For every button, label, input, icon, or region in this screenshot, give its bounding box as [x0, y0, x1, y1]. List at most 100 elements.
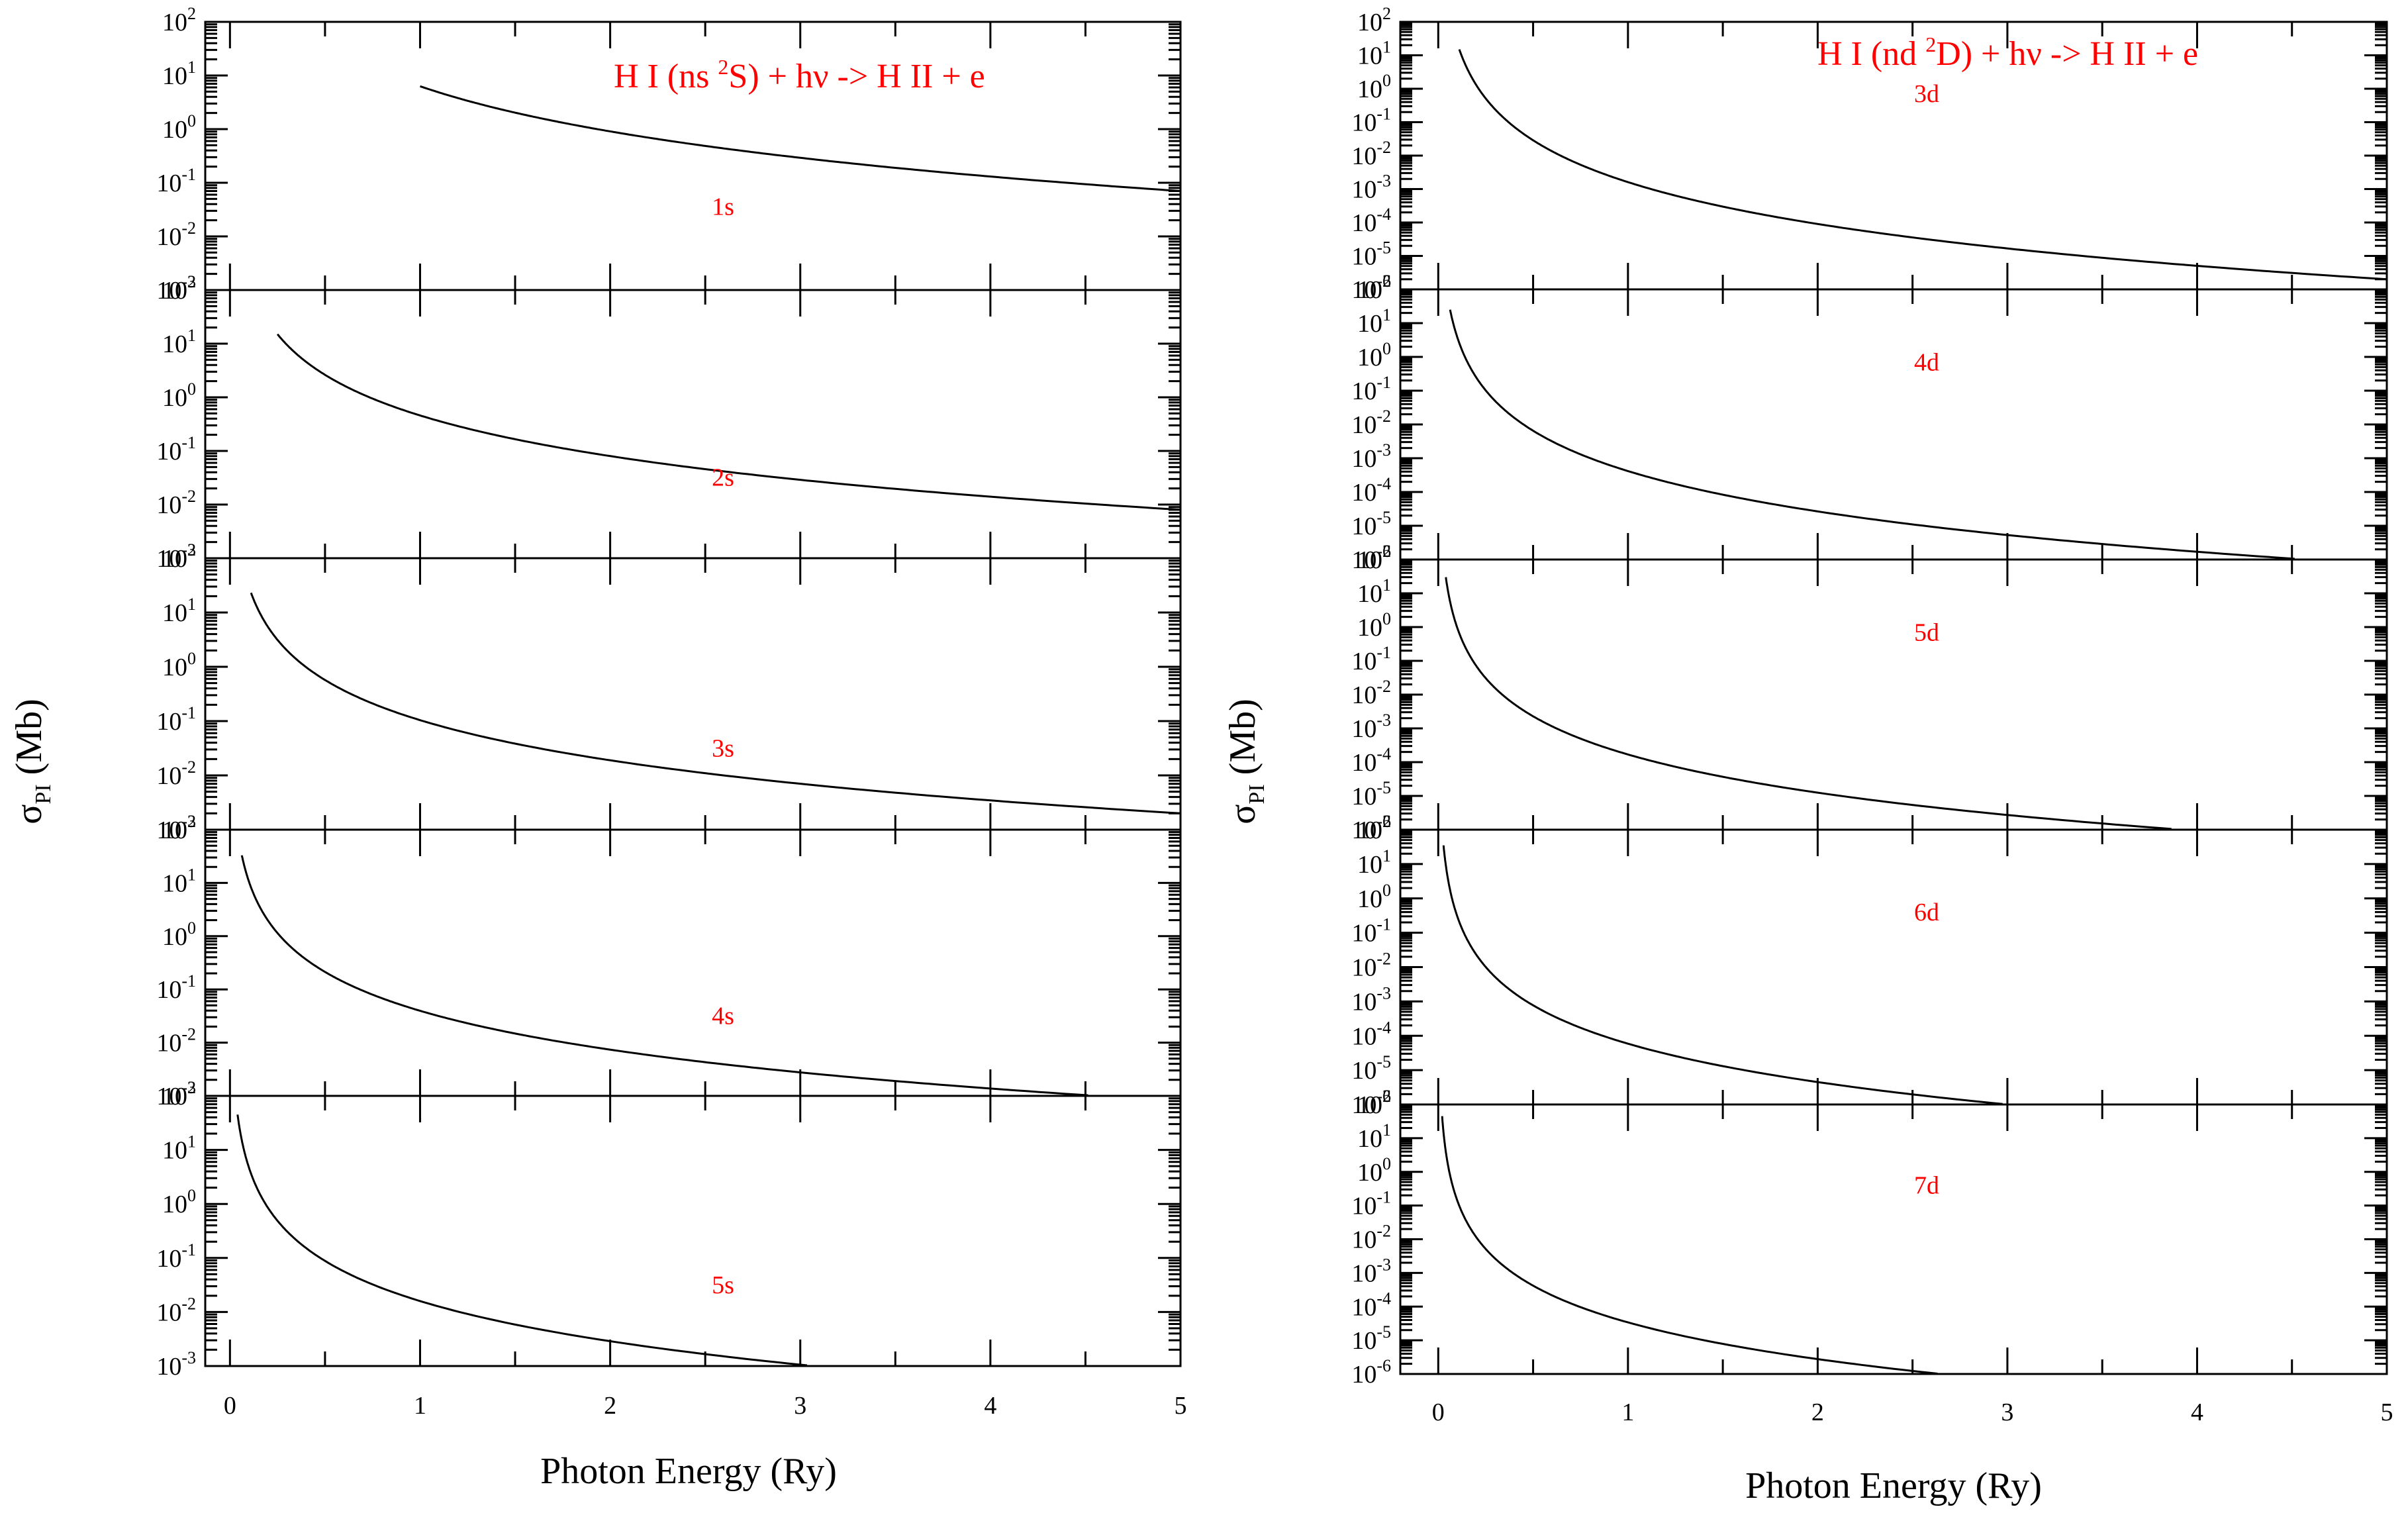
y-axis-title: σPI (Mb): [9, 699, 56, 824]
y-tick-label: 10-2: [1351, 1222, 1391, 1254]
panel-label-4d: 4d: [1914, 348, 1939, 376]
y-tick-label: 10-2: [156, 487, 196, 519]
chart-1: 10-310-210-11001011021s10-310-210-110010…: [9, 4, 1187, 1492]
y-tick-label: 10-1: [156, 433, 196, 465]
y-tick-label: 10-2: [156, 219, 196, 251]
y-tick-label: 10-3: [1351, 983, 1391, 1016]
y-tick-label: 102: [162, 272, 196, 305]
cross-section-curve-3d: [1458, 49, 2387, 281]
y-tick-label: 10-3: [1351, 710, 1391, 743]
y-tick-label: 102: [162, 812, 196, 844]
x-axis-title: Photon Energy (Ry): [1745, 1465, 2042, 1506]
y-tick-label: 101: [162, 326, 196, 358]
y-tick-label: 102: [162, 4, 196, 36]
y-tick-label: 10-3: [1351, 171, 1391, 204]
x-tick-label: 5: [2381, 1398, 2393, 1426]
cross-section-curve-5d: [1445, 577, 2172, 830]
panel-label-5s: 5s: [712, 1271, 734, 1299]
y-tick-label: 100: [162, 918, 196, 951]
panel-5s: 10-3 10-2 10-1 100 101 102 5s: [156, 1078, 1182, 1381]
y-tick-label: 10-5: [1351, 1052, 1391, 1085]
y-tick-label: 100: [162, 379, 196, 412]
y-tick-label: 10-3: [1351, 1255, 1391, 1287]
y-tick-label: 10-1: [156, 971, 196, 1004]
x-tick-label: 4: [984, 1392, 996, 1420]
y-tick-label: 102: [1357, 271, 1391, 304]
y-tick-label: 10-1: [1351, 643, 1391, 675]
y-axis-title: σPI (Mb): [1222, 699, 1269, 824]
y-tick-label: 102: [1357, 812, 1391, 844]
y-tick-label: 10-5: [1351, 778, 1391, 810]
panel-label-3d: 3d: [1914, 80, 1939, 108]
y-tick-label: 10-1: [1351, 1188, 1391, 1220]
cross-section-curve-4s: [240, 855, 1088, 1097]
y-tick-label: 101: [1357, 575, 1391, 608]
y-tick-label: 10-2: [1351, 677, 1391, 709]
y-tick-label: 10-1: [156, 703, 196, 736]
y-tick-label: 10-4: [1351, 474, 1391, 507]
y-tick-label: 10-3: [156, 1078, 196, 1110]
y-tick-label: 10-5: [1351, 1322, 1391, 1355]
x-tick-label: 1: [414, 1392, 426, 1420]
y-tick-label: 100: [1357, 609, 1391, 642]
y-tick-label: 102: [162, 1078, 196, 1110]
y-tick-label: 10-2: [156, 1025, 196, 1057]
y-tick-label: 101: [162, 595, 196, 627]
y-tick-label: 10-1: [1351, 105, 1391, 137]
y-tick-label: 10-2: [1351, 950, 1391, 982]
y-tick-label: 100: [162, 111, 196, 144]
y-tick-label: 10-1: [156, 1240, 196, 1273]
y-tick-label: 100: [1357, 71, 1391, 103]
y-tick-label: 100: [162, 1186, 196, 1218]
plot-frame: [1399, 21, 2388, 1375]
y-tick-label: 10-3: [156, 540, 196, 573]
y-tick-label: 101: [1357, 38, 1391, 70]
y-tick-label: 10-1: [156, 165, 196, 197]
cross-section-curve-3s: [250, 592, 1181, 814]
y-tick-label: 10-5: [1351, 508, 1391, 540]
panel-label-7d: 7d: [1914, 1171, 1939, 1199]
y-tick-label: 101: [162, 1132, 196, 1165]
y-tick-label: 100: [1357, 1154, 1391, 1187]
y-tick-label: 10-1: [1351, 373, 1391, 405]
panel-label-1s: 1s: [712, 193, 734, 221]
y-tick-label: 10-3: [1351, 440, 1391, 473]
y-tick-label: 100: [162, 649, 196, 681]
panel-4s: 10-3 10-2 10-1 100 101 102 4s: [156, 812, 1182, 1110]
y-tick-label: 101: [1357, 305, 1391, 338]
y-tick-label: 10-4: [1351, 744, 1391, 777]
y-tick-label: 100: [1357, 881, 1391, 913]
y-tick-label: 101: [162, 58, 196, 90]
panel-label-4s: 4s: [712, 1002, 734, 1030]
panel-label-2s: 2s: [712, 464, 734, 492]
y-tick-label: 10-6: [1351, 271, 1391, 304]
y-tick-label: 101: [1357, 846, 1391, 879]
chart-title: H I (ns 2S) + hν -> H II + e: [614, 55, 985, 95]
y-tick-label: 10-4: [1351, 1018, 1391, 1050]
chart-2: 10-610-510-410-310-210-11001011023d10-61…: [1222, 4, 2393, 1506]
y-tick-label: 10-1: [1351, 915, 1391, 948]
y-tick-label: 102: [162, 540, 196, 573]
chart-title: H I (nd 2D) + hν -> H II + e: [1817, 32, 2198, 73]
panel-label-3s: 3s: [712, 734, 734, 762]
x-axis-title: Photon Energy (Ry): [540, 1451, 837, 1492]
panel-label-5d: 5d: [1914, 618, 1939, 646]
y-tick-label: 101: [162, 865, 196, 897]
cross-section-curve-5s: [236, 1114, 808, 1367]
panel-label-6d: 6d: [1914, 899, 1939, 926]
x-tick-label: 2: [1811, 1398, 1824, 1426]
cross-section-curve-1s: [420, 85, 1181, 192]
y-tick-label: 10-6: [1351, 542, 1391, 574]
panel-3s: 10-3 10-2 10-1 100 101 102 3s: [156, 540, 1182, 844]
cross-section-curve-6d: [1442, 845, 2003, 1105]
panel-2s: 10-3 10-2 10-1 100 101 102 2s: [156, 272, 1182, 573]
y-tick-label: 102: [1357, 1087, 1391, 1119]
y-tick-label: 10-6: [1351, 1356, 1391, 1389]
x-tick-label: 3: [2001, 1398, 2013, 1426]
x-tick-label: 3: [794, 1392, 806, 1420]
y-tick-label: 10-2: [1351, 138, 1391, 170]
